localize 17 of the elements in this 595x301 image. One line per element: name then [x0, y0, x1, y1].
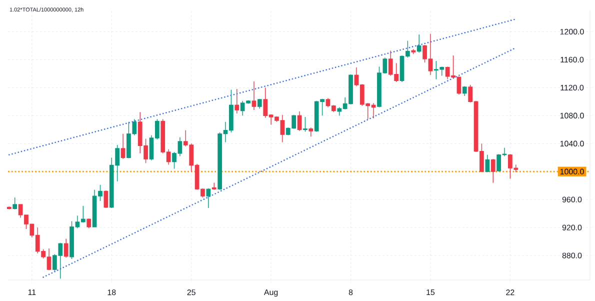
candlestick [411, 48, 416, 54]
candlestick [104, 190, 108, 208]
candlestick [308, 127, 314, 137]
candlestick [485, 154, 490, 173]
candlestick [462, 86, 467, 96]
candlestick [6, 206, 12, 210]
candlestick [416, 34, 422, 54]
candlestick [252, 80, 256, 110]
candlestick [297, 111, 302, 132]
candlestick [257, 98, 262, 109]
candlestick [206, 188, 211, 208]
candlestick [12, 197, 18, 210]
candlestick [120, 133, 126, 160]
candlestick [86, 218, 92, 229]
candlestick [64, 238, 68, 258]
candlestick [490, 158, 496, 184]
candlestick [212, 182, 216, 190]
